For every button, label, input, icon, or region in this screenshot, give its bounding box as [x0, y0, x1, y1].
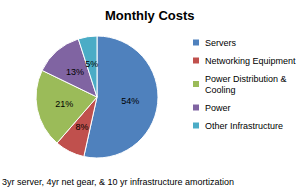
svg-text:54%: 54%	[121, 96, 139, 106]
svg-text:21%: 21%	[55, 99, 73, 109]
svg-text:3yr server, 4yr net gear, & 10: 3yr server, 4yr net gear, & 10 yr infras…	[2, 177, 234, 187]
svg-text:Power Distribution &: Power Distribution &	[205, 74, 289, 84]
svg-text:Networking Equipment: Networking Equipment	[205, 56, 296, 66]
svg-text:Servers: Servers	[205, 38, 237, 48]
svg-text:Power: Power	[205, 103, 231, 113]
svg-text:Monthly Costs: Monthly Costs	[105, 8, 195, 23]
svg-text:8%: 8%	[75, 122, 88, 132]
svg-text:Other Infrastructure: Other Infrastructure	[205, 121, 283, 131]
svg-text:13%: 13%	[66, 67, 84, 77]
svg-text:5%: 5%	[85, 59, 98, 69]
svg-text:Cooling: Cooling	[205, 85, 236, 95]
